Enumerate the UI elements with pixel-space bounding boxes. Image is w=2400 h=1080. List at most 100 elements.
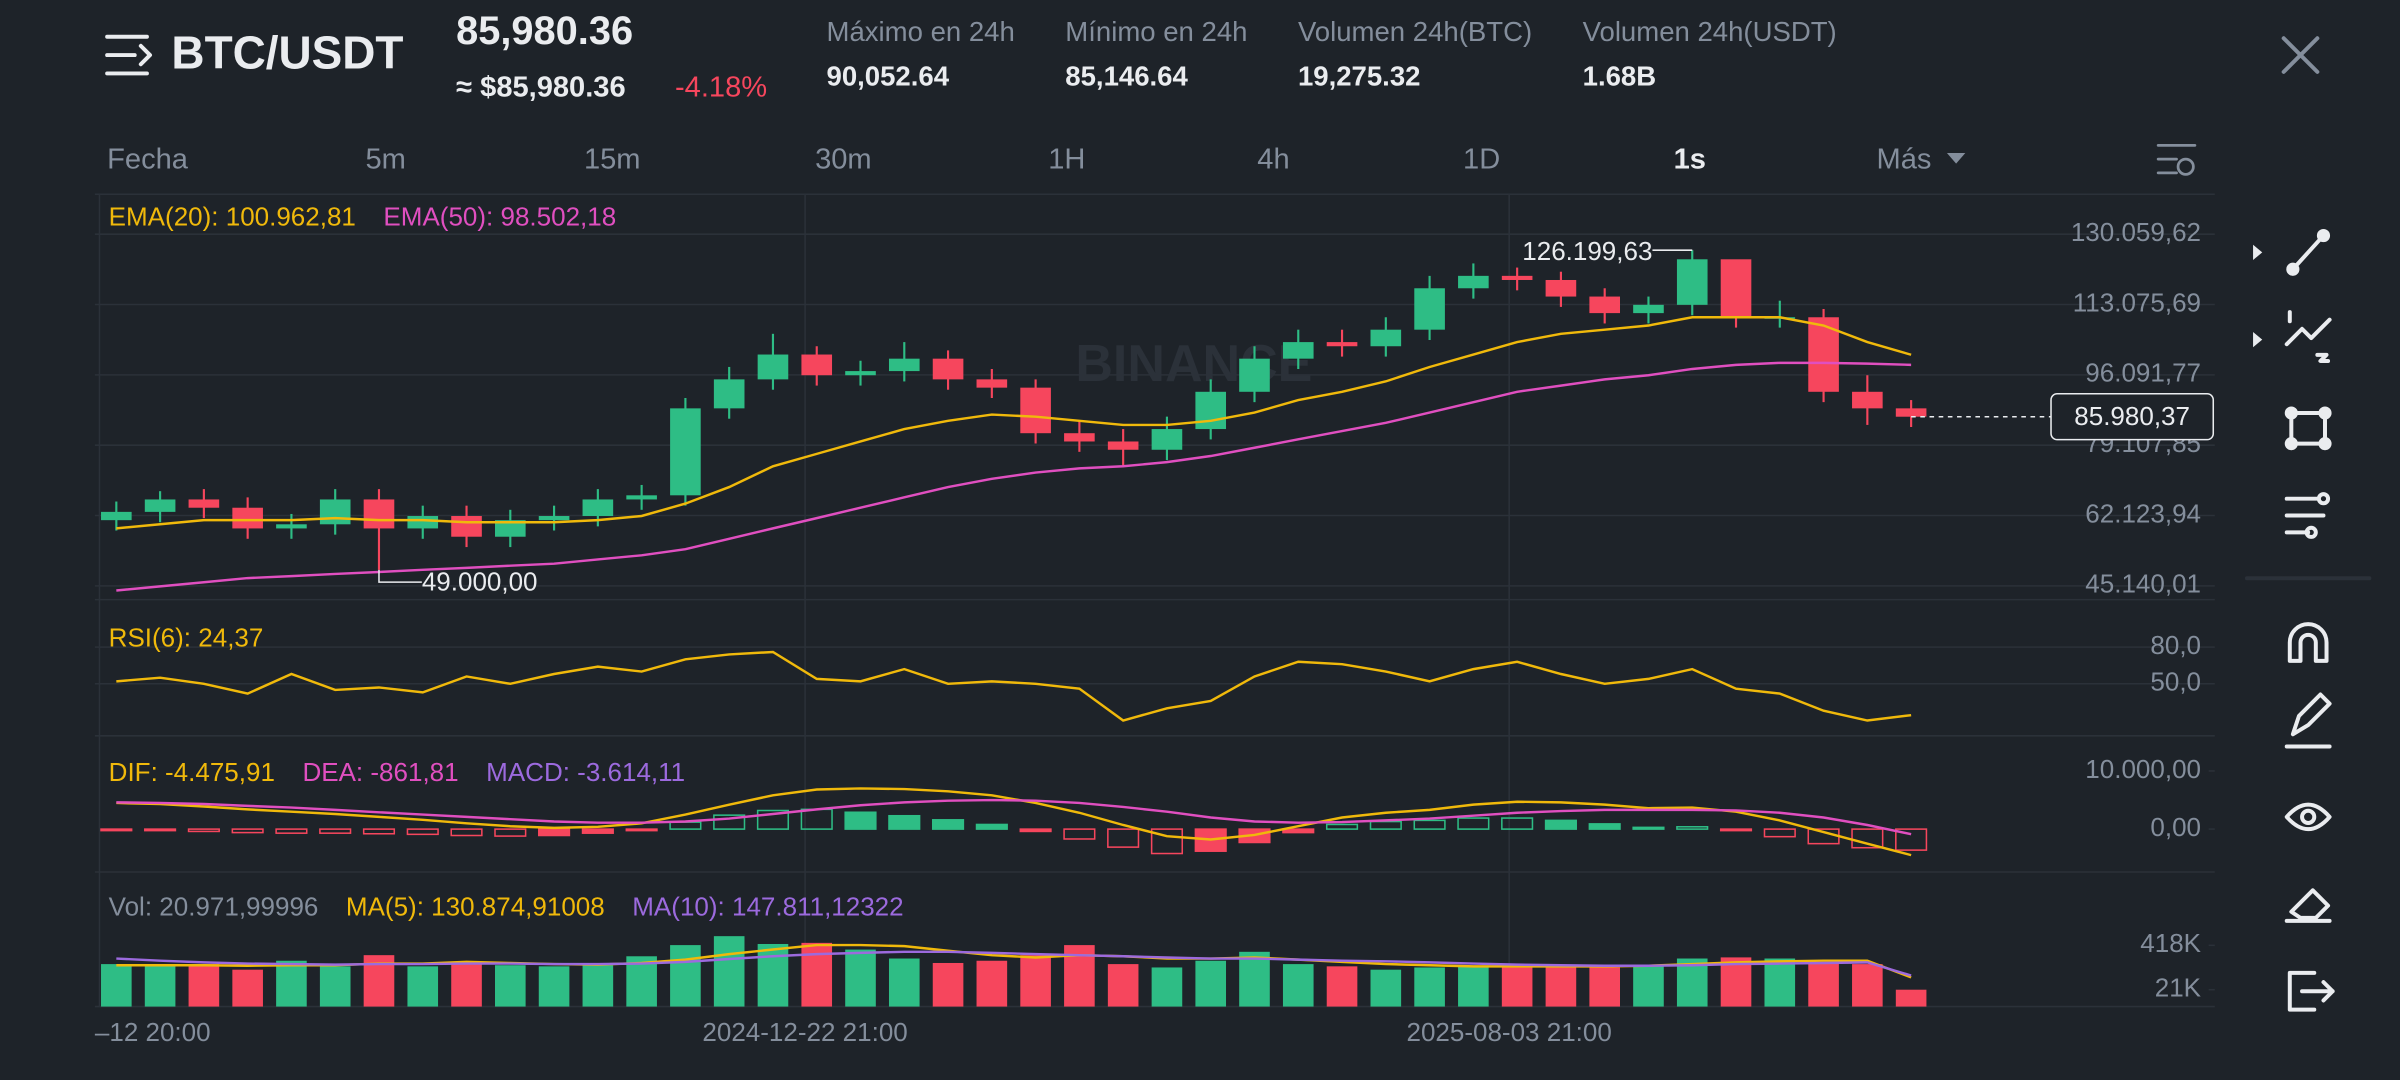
macd-bar bbox=[538, 828, 571, 837]
macd-bar bbox=[756, 809, 790, 830]
macd-bar bbox=[888, 814, 921, 830]
legend: MA(10): 147.811,12322 bbox=[632, 892, 903, 922]
macd-bar bbox=[1895, 828, 1928, 851]
legend: EMA(20): 100.962,81 bbox=[109, 202, 356, 232]
candle-body bbox=[188, 499, 220, 508]
volume-bar bbox=[888, 958, 920, 1007]
timeframe[interactable]: Fecha bbox=[107, 143, 189, 175]
legend: Vol: 20.971,99996 bbox=[109, 892, 319, 922]
volume-bar bbox=[1589, 967, 1620, 1007]
volume-bar bbox=[1107, 964, 1139, 1007]
candle-body bbox=[495, 520, 526, 537]
macd-bar bbox=[144, 828, 177, 832]
volume-bar bbox=[1414, 967, 1445, 1007]
candle-body bbox=[1589, 296, 1620, 314]
macd-bar bbox=[362, 828, 396, 835]
candle-body bbox=[1676, 259, 1708, 305]
volume-bar bbox=[1370, 969, 1402, 1007]
candle-body bbox=[757, 354, 789, 380]
macd-bar bbox=[231, 828, 264, 834]
timeframe[interactable]: 5m bbox=[366, 143, 406, 175]
macd-bar bbox=[1282, 828, 1315, 834]
timeframe[interactable]: 30m bbox=[815, 143, 872, 175]
candle-body bbox=[1195, 391, 1227, 430]
candle-body bbox=[1326, 342, 1358, 347]
candle-body bbox=[976, 379, 1008, 388]
candle-body bbox=[1282, 342, 1314, 359]
macd-bar bbox=[1763, 828, 1796, 838]
volume-bar bbox=[1151, 967, 1183, 1007]
price-usd: ≈ $85,980.36 bbox=[456, 71, 626, 103]
volume-bar bbox=[495, 965, 526, 1007]
volume-bar bbox=[1458, 966, 1489, 1007]
volume-bar bbox=[757, 943, 789, 1007]
timeframe[interactable]: 1s bbox=[1674, 143, 1706, 175]
volume-bar bbox=[188, 964, 220, 1007]
time-label: 2024-12-22 21:00 bbox=[702, 1017, 907, 1047]
macd-bar bbox=[1676, 826, 1709, 830]
menu-icon[interactable] bbox=[105, 34, 152, 76]
candle-body bbox=[1020, 387, 1051, 434]
volume-bar bbox=[319, 966, 351, 1007]
volume-bar bbox=[845, 949, 876, 1007]
candle-body bbox=[1107, 441, 1139, 450]
y-tick-label: 21K bbox=[2155, 973, 2202, 1003]
macd-bar bbox=[275, 828, 308, 834]
candle-body bbox=[932, 358, 964, 380]
candle-body bbox=[801, 354, 833, 376]
timeframe[interactable]: 1D bbox=[1463, 143, 1500, 175]
candle-body bbox=[538, 516, 570, 521]
stat-value: 19,275.32 bbox=[1298, 60, 1421, 91]
close-icon[interactable] bbox=[2281, 36, 2320, 74]
macd-bar bbox=[844, 811, 877, 830]
timeframe[interactable]: Más bbox=[1877, 143, 1932, 175]
volume-bar bbox=[407, 966, 439, 1007]
macd-bar bbox=[1063, 828, 1096, 840]
timeframe[interactable]: 1H bbox=[1048, 143, 1085, 175]
candle-body bbox=[1545, 279, 1577, 297]
ma-line bbox=[116, 950, 1912, 977]
legend: EMA(50): 98.502,18 bbox=[383, 202, 616, 232]
macd-line bbox=[116, 798, 1912, 836]
candle-body bbox=[626, 495, 657, 500]
pair[interactable]: BTC/USDT bbox=[171, 27, 403, 79]
volume-bar bbox=[713, 936, 745, 1007]
macd-bar bbox=[1544, 819, 1577, 830]
timeframe[interactable]: 4h bbox=[1257, 143, 1289, 175]
stat-value: 90,052.64 bbox=[827, 60, 950, 91]
timeframe[interactable]: 15m bbox=[584, 143, 641, 175]
volume-bar bbox=[1633, 965, 1664, 1007]
stat-label: Volumen 24h(BTC) bbox=[1298, 16, 1532, 47]
y-tick-label: 0,00 bbox=[2150, 812, 2201, 842]
volume-bar bbox=[538, 966, 570, 1007]
volume-bar bbox=[670, 945, 701, 1007]
last-price: 85,980.36 bbox=[456, 9, 633, 53]
volume-bar bbox=[1326, 966, 1358, 1007]
legend: RSI(6): 24,37 bbox=[109, 622, 264, 652]
last-price-box bbox=[2050, 393, 2215, 441]
candle-body bbox=[1064, 433, 1095, 442]
macd-bar bbox=[1325, 823, 1359, 830]
macd-bar bbox=[1457, 817, 1490, 830]
volume-bar bbox=[1195, 960, 1227, 1007]
volume-bar bbox=[1895, 989, 1927, 1007]
candle-body bbox=[713, 379, 745, 409]
settings-icon[interactable] bbox=[2156, 143, 2197, 176]
macd-bar bbox=[931, 819, 965, 830]
y-tick-label: 96.091,77 bbox=[2085, 358, 2201, 388]
y-tick-label: 130.059,62 bbox=[2071, 217, 2201, 247]
macd-bar bbox=[1588, 823, 1621, 830]
candle-body bbox=[319, 499, 351, 525]
candle-body bbox=[1852, 391, 1883, 409]
macd-bar bbox=[625, 828, 658, 832]
low-pointer bbox=[378, 569, 422, 583]
candle-body bbox=[1633, 304, 1664, 314]
legend: DEA: -861,81 bbox=[302, 757, 458, 787]
volume-bar bbox=[1764, 958, 1796, 1007]
time-label: –12 20:00 bbox=[95, 1017, 211, 1047]
volume-bar bbox=[1808, 962, 1839, 1007]
volume-bar bbox=[1239, 951, 1270, 1007]
